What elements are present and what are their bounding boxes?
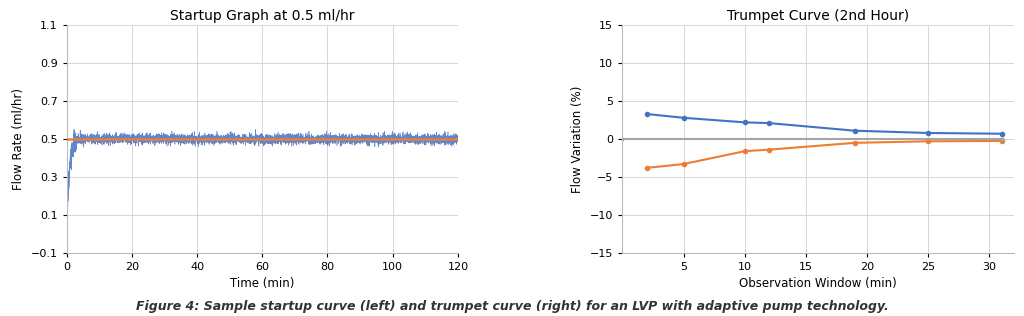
X-axis label: Observation Window (min): Observation Window (min) [739, 277, 897, 290]
X-axis label: Time (min): Time (min) [230, 277, 295, 290]
Title: Startup Graph at 0.5 ml/hr: Startup Graph at 0.5 ml/hr [170, 9, 354, 23]
Text: Figure 4: Sample startup curve (left) and trumpet curve (right) for an LVP with : Figure 4: Sample startup curve (left) an… [135, 300, 889, 313]
Y-axis label: Flow Variation (%): Flow Variation (%) [571, 85, 585, 193]
Title: Trumpet Curve (2nd Hour): Trumpet Curve (2nd Hour) [727, 9, 909, 23]
Y-axis label: Flow Rate (ml/hr): Flow Rate (ml/hr) [12, 88, 25, 190]
